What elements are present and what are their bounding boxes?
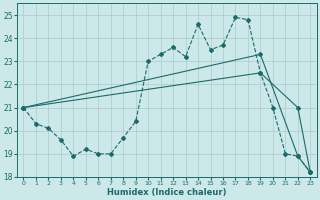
X-axis label: Humidex (Indice chaleur): Humidex (Indice chaleur) [107, 188, 227, 197]
